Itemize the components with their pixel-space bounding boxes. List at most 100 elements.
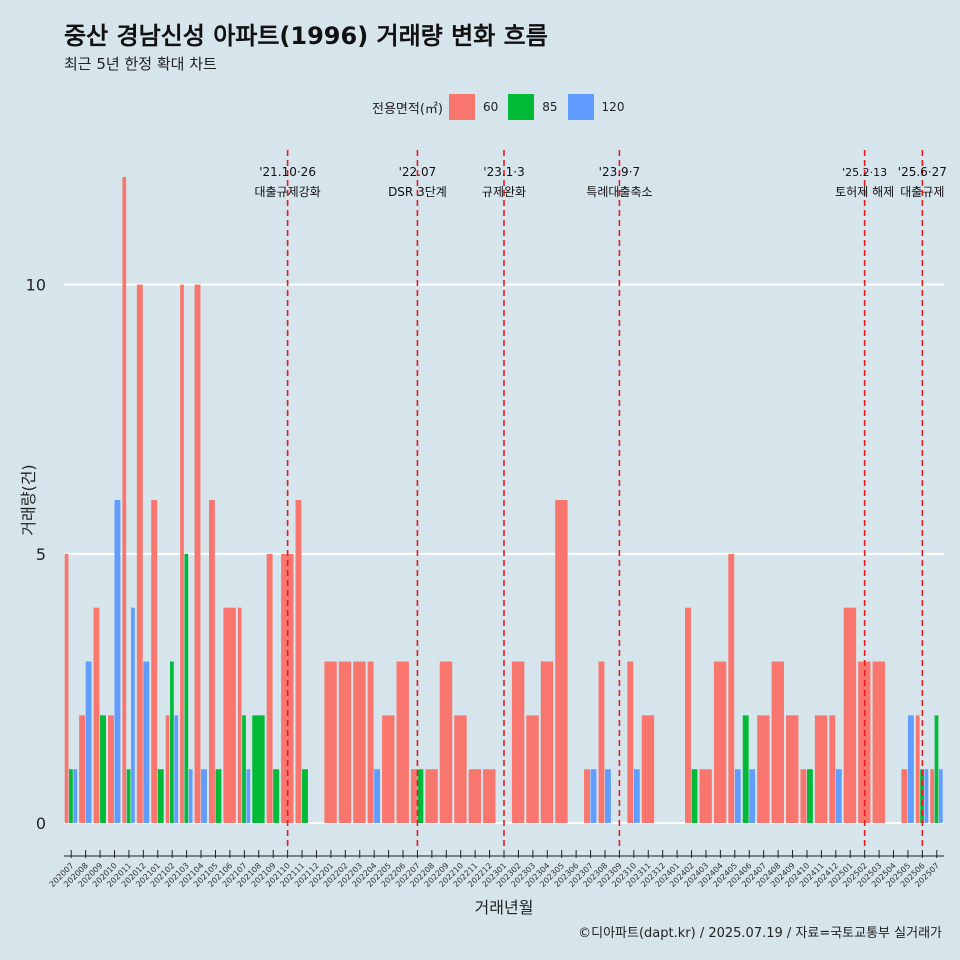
bar-60-202204 <box>367 661 374 824</box>
event-name-label: 대출규제 <box>900 185 944 199</box>
x-axis-title: 거래년월 <box>475 898 534 917</box>
bar-85-202109 <box>273 769 280 824</box>
bar-120-202505 <box>907 715 914 824</box>
bar-60-202107 <box>237 607 242 824</box>
bar-85-202101 <box>157 769 164 824</box>
bar-60-202304 <box>540 661 554 824</box>
bar-60-202407 <box>757 715 770 824</box>
bar-120-202008 <box>85 661 92 824</box>
legend-label-85: 85 <box>542 100 558 114</box>
bar-120-202107 <box>246 769 251 824</box>
bar-60-202409 <box>786 715 799 824</box>
bar-60-202411 <box>814 715 828 824</box>
legend-label-60: 60 <box>482 100 499 114</box>
bar-60-202106 <box>223 607 236 824</box>
bar-60-202201 <box>324 661 337 824</box>
bar-60-202308 <box>598 661 605 824</box>
bar-120-202406 <box>749 769 756 824</box>
bar-120-202412 <box>835 769 842 824</box>
bar-60-202007 <box>64 553 69 824</box>
bar-60-202305 <box>555 500 568 824</box>
legend: 전용면적(㎡) 60 85 120 <box>372 93 634 121</box>
legend-item-120: 120 <box>567 94 625 120</box>
event-name-label: DSR 3단계 <box>388 185 447 199</box>
bar-60-202405 <box>728 553 735 824</box>
event-name-label: 특례대출축소 <box>586 185 652 199</box>
bar-60-202503 <box>872 661 885 824</box>
bar-85-202007 <box>69 769 73 824</box>
chart-title: 중산 경남신성 아파트(1996) 거래량 변화 흐름 <box>64 22 548 50</box>
bar-60-202507 <box>930 769 935 824</box>
bar-85-202011 <box>126 769 131 824</box>
bar-120-202204 <box>374 769 381 824</box>
bar-85-202102 <box>170 661 174 824</box>
bar-120-202102 <box>174 715 179 824</box>
bar-60-202205 <box>382 715 395 824</box>
event-date-label: '23.9·7 <box>599 165 640 179</box>
bar-60-202303 <box>526 715 539 824</box>
event-name-label: 토허제 해제 <box>835 185 894 199</box>
bar-60-202501 <box>843 607 857 824</box>
bar-60-202101 <box>151 500 158 824</box>
legend-item-60: 60 <box>448 94 499 120</box>
legend-swatch-60 <box>448 94 475 120</box>
bar-120-202506 <box>924 769 929 824</box>
caption: ©디아파트(dapt.kr) / 2025.07.19 / 자료=국토교통부 실… <box>578 926 942 941</box>
bar-120-202007 <box>73 769 78 824</box>
bar-85-202207 <box>417 769 424 824</box>
bar-60-202202 <box>338 661 352 824</box>
bar-85-202506 <box>920 769 924 824</box>
legend-title: 전용면적(㎡) <box>372 101 443 117</box>
bar-60-202209 <box>439 661 453 824</box>
bar-60-202109 <box>266 553 273 824</box>
bar-60-202311 <box>641 715 655 824</box>
legend-swatch-85 <box>508 94 535 120</box>
bar-60-202008 <box>79 715 86 824</box>
bar-60-202009 <box>93 607 100 824</box>
bar-60-202102 <box>165 715 170 824</box>
chart-subtitle: 최근 5년 한정 확대 차트 <box>64 55 217 73</box>
bar-60-202302 <box>511 661 525 824</box>
bar-120-202012 <box>143 661 150 824</box>
event-date-label: '22.07 <box>399 165 437 179</box>
bar-60-202408 <box>771 661 784 824</box>
bar-60-202011 <box>122 176 127 824</box>
bar-120-202104 <box>201 769 207 824</box>
bar-60-202105 <box>208 500 215 824</box>
bar-60-202310 <box>627 661 634 824</box>
bar-85-202402 <box>691 769 698 824</box>
bar-60-202010 <box>108 715 114 824</box>
event-name-label: 규제완화 <box>482 185 526 199</box>
bar-60-202203 <box>353 661 366 824</box>
event-date-label: '25.2·13 <box>842 166 887 179</box>
bar-60-202412 <box>829 715 836 824</box>
bar-120-202011 <box>131 607 135 824</box>
bar-85-202103 <box>184 553 189 824</box>
y-tick-label: 10 <box>26 276 46 295</box>
y-tick-label: 0 <box>36 814 46 833</box>
event-name-label: 대출규제강화 <box>254 185 320 199</box>
bar-60-202206 <box>396 661 409 824</box>
bar-60-202210 <box>454 715 467 824</box>
bar-60-202307 <box>584 769 590 824</box>
bar-60-202410 <box>800 769 807 824</box>
bar-60-202506 <box>915 715 920 824</box>
bar-60-202111 <box>295 500 302 824</box>
bar-120-202103 <box>188 769 193 824</box>
bar-85-202107 <box>242 715 246 824</box>
bar-120-202308 <box>604 769 611 824</box>
y-tick-label: 5 <box>36 545 46 564</box>
bar-120-202307 <box>590 769 597 824</box>
bar-60-202505 <box>901 769 908 824</box>
bar-60-202207 <box>410 769 417 824</box>
bar-60-202012 <box>136 284 143 824</box>
bar-60-202208 <box>425 769 438 824</box>
bar-120-202010 <box>114 500 121 824</box>
legend-swatch-120 <box>567 94 594 120</box>
bar-60-202104 <box>194 284 201 824</box>
bar-60-202402 <box>685 607 691 824</box>
bar-60-202110 <box>281 553 294 824</box>
legend-label-120: 120 <box>601 100 625 114</box>
